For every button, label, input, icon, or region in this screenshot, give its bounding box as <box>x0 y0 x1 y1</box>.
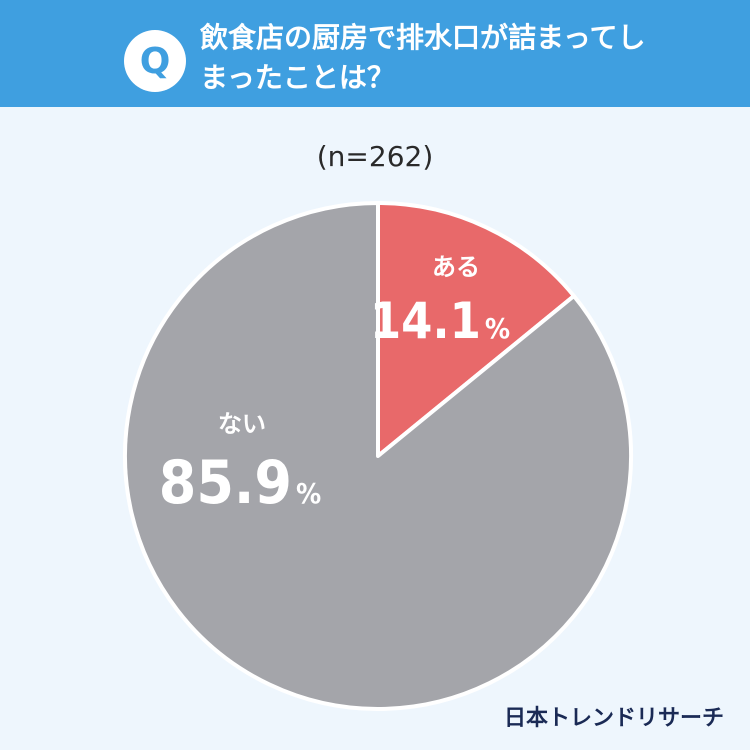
question-header: Q 飲食店の厨房で排水口が詰まってしまったことは？ <box>0 0 750 107</box>
question-text: 飲食店の厨房で排水口が詰まってしまったことは？ <box>200 21 646 94</box>
sample-size-label: (n=262) <box>316 140 434 173</box>
q-badge-letter: Q <box>139 40 171 82</box>
q-badge: Q <box>124 30 186 92</box>
slice-value-yes: 14.1% <box>370 292 510 350</box>
slice-label-no: ない <box>218 410 266 438</box>
pie-slice-yes <box>376 201 576 458</box>
brand-logo: 日本トレンドリサーチ <box>503 706 724 731</box>
pie-slice-no <box>123 201 633 711</box>
slice-value-no: 85.9% <box>159 448 321 518</box>
slice-label-yes: ある <box>432 253 480 281</box>
